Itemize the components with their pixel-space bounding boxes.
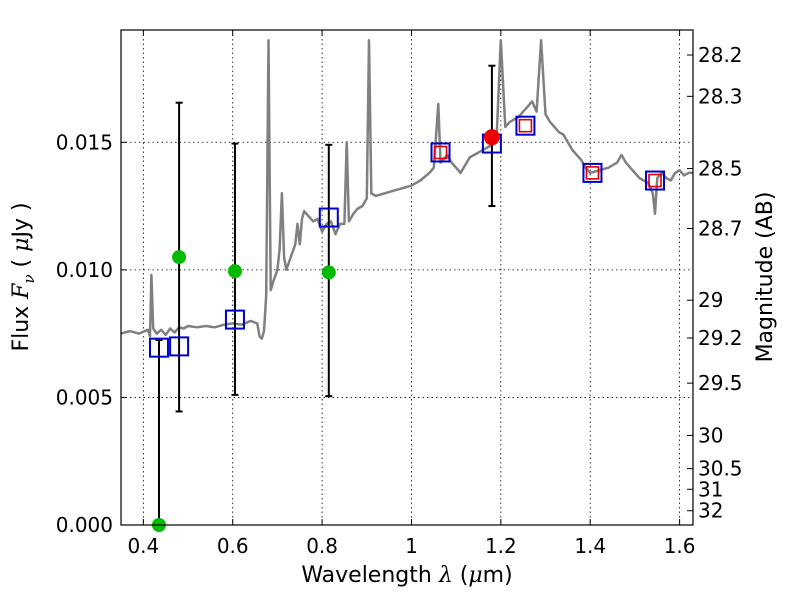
green-detection-point [172,250,187,265]
y-axis-label: Flux Fν ( μJy ) [9,202,38,351]
x-axis-label: Wavelength λ (μm) [301,563,512,588]
x-tick-label: 1.6 [664,534,696,558]
plot-frame [120,29,694,526]
right-tick-label: 28.5 [698,157,743,181]
model-photometry-square [169,336,190,357]
right-tick-label: 28.2 [698,43,743,67]
y-tick-label: 0.010 [56,258,113,282]
observed-photometry-square [518,118,533,133]
x-tick-label: 0.6 [217,534,249,558]
points-layer [148,64,666,532]
observed-photometry-square [648,173,662,188]
model-photometry-square [148,337,169,358]
x-tick-label: 0.4 [127,534,159,558]
ticks: 0.4 0.6 0.8 1 1.2 1.4 1.6 0.000 0.005 0.010 0.015 2… [56,30,743,558]
right-tick-label: 28.3 [698,84,743,108]
model-photometry-square [318,207,339,228]
right-tick-label: 30 [698,423,723,447]
spectrum-line [121,38,693,340]
right-tick-label: 29.2 [698,326,743,350]
grid [121,30,693,526]
y-tick-label: 0.015 [56,130,113,154]
right-tick-label: 32 [698,499,723,523]
green-detection-point [227,264,242,279]
model-photometry-square [645,170,666,191]
model-photometry-square [430,142,451,163]
y-tick-label: 0.005 [56,385,113,409]
observed-photometry-square [585,166,600,180]
right-tick-label: 28.7 [698,217,743,241]
model-photometry-square [515,115,536,136]
model-photometry-square [582,162,603,183]
right-tick-label: 30.5 [698,457,743,481]
x-tick-label: 1 [405,534,418,558]
right-tick-label: 29.5 [698,371,743,395]
observed-photometry-square [433,145,448,160]
right-tick-label: 29 [698,288,723,312]
plot-area [121,38,693,340]
x-tick-label: 1.4 [574,534,606,558]
right-axis-label: Magnitude (AB) [753,192,778,363]
model-photometry-square [224,309,245,330]
y-tick-label: 0.000 [56,513,113,537]
x-tick-label: 1.2 [485,534,517,558]
right-tick-label: 31 [698,477,723,501]
green-detection-point [321,265,336,280]
red-detection-point [483,129,500,146]
x-tick-label: 0.8 [306,534,338,558]
